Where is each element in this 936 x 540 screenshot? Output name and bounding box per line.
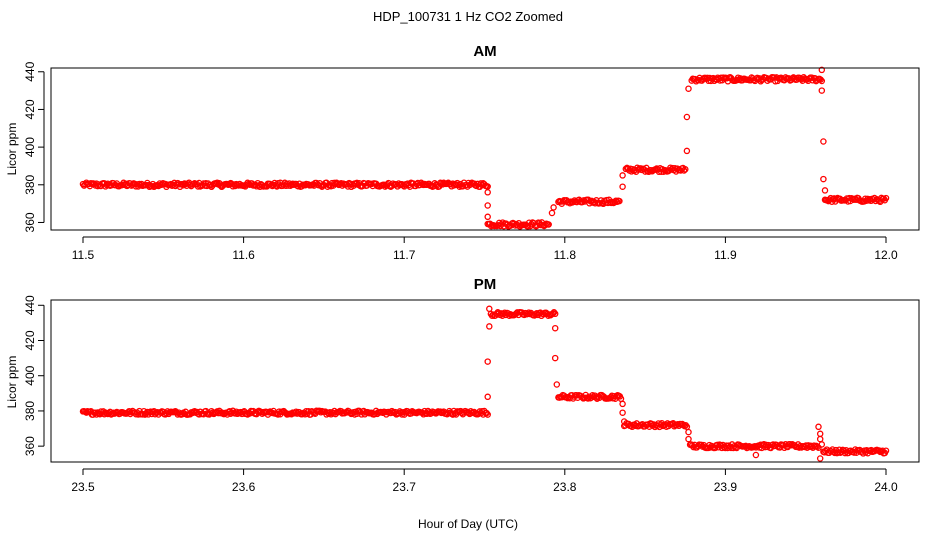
am-x-axis: 11.5 11.6 11.7 11.8 11.9 12.0: [72, 236, 898, 262]
pm-data-point: [549, 310, 557, 317]
am-data-point: [683, 147, 691, 155]
am-data-point: [619, 172, 626, 179]
am-y-tick-label: 360: [23, 212, 37, 232]
pm-data-point: [550, 309, 558, 316]
pm-data-point: [815, 423, 822, 431]
pm-data-point: [553, 381, 561, 388]
pm-plot-frame: [50, 299, 920, 463]
am-data-point: [685, 85, 692, 92]
pm-data-point: [619, 400, 626, 408]
am-data-point: [818, 66, 826, 74]
pm-data-point: [882, 447, 890, 454]
am-data-point: [484, 189, 491, 196]
am-data-point: [821, 187, 829, 194]
am-x-tick-label: 12.0: [874, 248, 898, 262]
am-data-point: [548, 209, 556, 217]
pm-data-point: [680, 421, 687, 429]
am-y-axis: 360 380 400 420 440: [23, 61, 45, 232]
am-data-points: [79, 66, 890, 230]
pm-data-point: [484, 411, 491, 418]
pm-y-axis-label: Licor ppm: [5, 356, 19, 409]
am-data-point: [619, 183, 626, 190]
am-y-tick-label: 440: [23, 61, 37, 81]
am-data-point: [680, 167, 688, 174]
pm-data-points: [79, 305, 890, 462]
am-data-point: [484, 213, 491, 221]
pm-data-point: [551, 324, 559, 332]
am-x-tick-label: 11.9: [714, 248, 737, 262]
pm-data-point: [685, 428, 692, 436]
pm-y-tick-label: 440: [23, 295, 37, 315]
pm-data-point: [620, 418, 628, 425]
pm-data-point: [818, 441, 826, 448]
am-x-tick-label: 11.7: [393, 248, 416, 262]
am-data-point: [545, 221, 552, 228]
x-axis-label: Hour of Day (UTC): [418, 517, 518, 531]
pm-data-point: [619, 409, 626, 416]
am-data-point: [616, 197, 623, 205]
pm-x-tick-label: 23.6: [232, 480, 256, 494]
pm-data-point: [816, 430, 824, 438]
am-y-tick-label: 420: [23, 99, 37, 119]
am-data-point: [683, 113, 691, 121]
am-x-tick-label: 11.6: [232, 248, 255, 262]
am-x-tick-label: 11.5: [72, 248, 95, 262]
am-panel: AM Licor ppm 11.5 11.6 11.7 11.8 11.9 12.0 36…: [5, 43, 920, 262]
am-data-point: [612, 197, 620, 205]
pm-x-tick-label: 24.0: [874, 480, 898, 494]
am-panel-title: AM: [473, 43, 496, 60]
pm-data-point: [486, 305, 493, 313]
pm-data-point: [834, 449, 842, 456]
figure-title: HDP_100731 1 Hz CO2 Zoomed: [373, 9, 563, 24]
pm-y-tick-label: 380: [23, 401, 37, 421]
pm-data-point: [816, 435, 824, 443]
pm-data-point: [685, 435, 692, 443]
pm-y-tick-label: 400: [23, 365, 37, 385]
am-y-tick-label: 380: [23, 174, 37, 194]
pm-x-axis: 23.5 23.6 23.7 23.8 23.9 24.0: [71, 468, 898, 494]
am-data-point: [882, 194, 890, 202]
pm-y-tick-label: 360: [23, 436, 37, 456]
am-data-point: [817, 76, 824, 83]
pm-data-point: [752, 451, 760, 459]
am-data-point: [820, 138, 827, 145]
pm-x-tick-label: 23.9: [714, 480, 738, 494]
pm-data-point: [484, 358, 491, 365]
am-data-point: [818, 87, 826, 94]
pm-data-point: [551, 310, 559, 318]
am-data-point: [550, 204, 557, 211]
pm-data-point: [460, 409, 468, 416]
pm-y-tick-label: 420: [23, 330, 37, 350]
pm-panel-title: PM: [474, 276, 497, 293]
pm-data-point: [486, 323, 493, 330]
am-x-tick-label: 11.8: [554, 248, 577, 262]
pm-x-tick-label: 23.7: [393, 480, 417, 494]
pm-x-tick-label: 23.5: [71, 480, 95, 494]
pm-data-point: [484, 393, 491, 401]
pm-data-point: [551, 354, 559, 362]
am-data-point: [818, 77, 826, 85]
am-y-axis-label: Licor ppm: [5, 123, 19, 176]
am-data-point: [682, 166, 689, 173]
am-data-point: [820, 175, 827, 183]
am-plot-frame: [50, 67, 920, 231]
pm-y-axis: 360 380 400 420 440: [23, 295, 45, 456]
pm-data-point: [134, 411, 142, 418]
pm-panel: PM Licor ppm 23.5 23.6 23.7 23.8 23.9 24.0 36…: [5, 276, 920, 494]
pm-data-point: [815, 444, 822, 451]
pm-x-tick-label: 23.8: [553, 480, 577, 494]
am-y-tick-label: 400: [23, 137, 37, 157]
am-data-point: [484, 202, 491, 209]
pm-data-point: [816, 455, 824, 462]
